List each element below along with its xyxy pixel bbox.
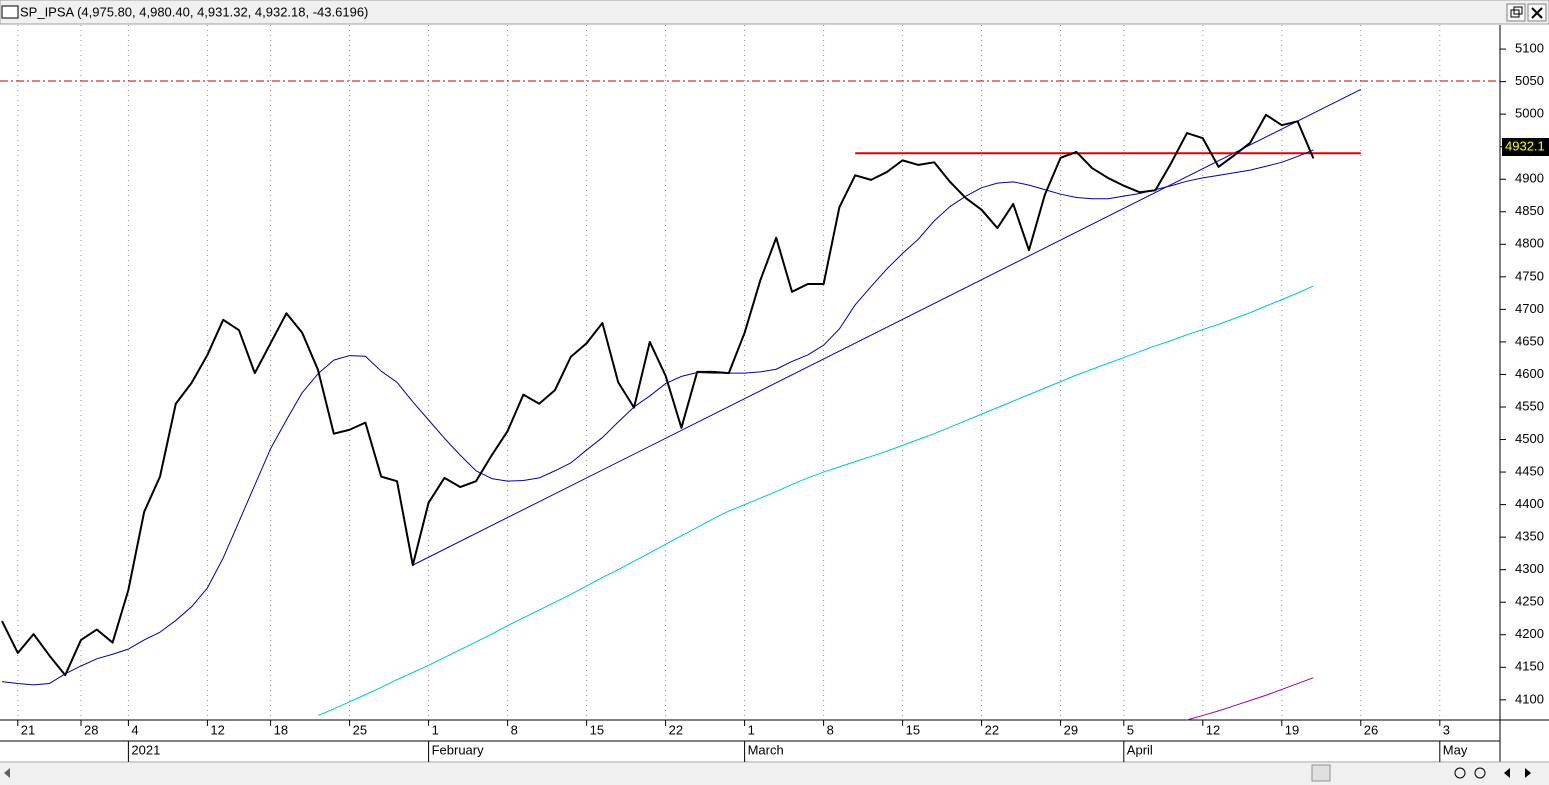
x-tick-label: 26 bbox=[1364, 722, 1378, 737]
y-tick-label: 4800 bbox=[1515, 236, 1544, 251]
restore-button[interactable] bbox=[1506, 3, 1526, 22]
series-line bbox=[1, 113, 1315, 677]
y-tick-label: 4900 bbox=[1515, 171, 1544, 186]
x-tick-label: 15 bbox=[906, 722, 920, 737]
x-tick-label: 22 bbox=[985, 722, 999, 737]
y-tick-label: 4200 bbox=[1515, 626, 1544, 641]
x-tick-label: 22 bbox=[669, 722, 683, 737]
y-tick-label: 5100 bbox=[1515, 41, 1544, 56]
y-tick-label: 4700 bbox=[1515, 301, 1544, 316]
y-tick-label: 4400 bbox=[1515, 496, 1544, 511]
trendline bbox=[412, 88, 1362, 566]
x-tick-label: 1 bbox=[432, 722, 439, 737]
y-tick-label: 4250 bbox=[1515, 594, 1544, 609]
scroll-thumb[interactable] bbox=[1311, 764, 1331, 782]
x-tick-label: 15 bbox=[590, 722, 604, 737]
period-label: February bbox=[432, 742, 485, 757]
x-tick-label: 3 bbox=[1443, 722, 1450, 737]
series-line bbox=[317, 285, 1314, 716]
title-bar bbox=[0, 0, 1549, 25]
period-label: 2021 bbox=[131, 742, 160, 757]
period-label: April bbox=[1127, 742, 1153, 757]
x-tick-label: 12 bbox=[1206, 722, 1220, 737]
x-tick-label: 4 bbox=[131, 722, 138, 737]
zoom-in[interactable] bbox=[1474, 767, 1486, 779]
y-tick-label: 4350 bbox=[1515, 529, 1544, 544]
period-label: May bbox=[1443, 742, 1468, 757]
y-tick-label: 4150 bbox=[1515, 659, 1544, 674]
x-tick-label: 8 bbox=[827, 722, 834, 737]
x-tick-label: 1 bbox=[748, 722, 755, 737]
scroll-left[interactable] bbox=[4, 768, 10, 778]
x-tick-label: 18 bbox=[274, 722, 288, 737]
last-price-label: 4932.1 bbox=[1505, 138, 1545, 153]
series-line bbox=[1186, 677, 1314, 721]
x-tick-label: 29 bbox=[1064, 722, 1078, 737]
y-tick-label: 4450 bbox=[1515, 464, 1544, 479]
scrollbar[interactable] bbox=[0, 763, 1549, 785]
y-tick-label: 5050 bbox=[1515, 73, 1544, 88]
y-tick-label: 4650 bbox=[1515, 333, 1544, 348]
y-tick-label: 4300 bbox=[1515, 561, 1544, 576]
period-label: March bbox=[748, 742, 784, 757]
scroll-buttons[interactable] bbox=[1504, 768, 1531, 778]
x-tick-label: 25 bbox=[353, 722, 367, 737]
y-tick-label: 4600 bbox=[1515, 366, 1544, 381]
y-tick-label: 5000 bbox=[1515, 106, 1544, 121]
x-tick-label: 5 bbox=[1127, 722, 1134, 737]
zoom-out[interactable] bbox=[1454, 767, 1466, 779]
y-tick-label: 4850 bbox=[1515, 203, 1544, 218]
x-tick-label: 19 bbox=[1285, 722, 1299, 737]
y-tick-label: 4100 bbox=[1515, 691, 1544, 706]
last-price-badge bbox=[1502, 138, 1549, 156]
x-tick-label: 28 bbox=[84, 722, 98, 737]
x-tick-label: 21 bbox=[21, 722, 35, 737]
x-tick-label: 12 bbox=[210, 722, 224, 737]
y-tick-label: 4550 bbox=[1515, 398, 1544, 413]
y-tick-label: 4750 bbox=[1515, 268, 1544, 283]
window-icon bbox=[1, 5, 19, 19]
close-button[interactable] bbox=[1527, 3, 1547, 22]
y-tick-label: 4500 bbox=[1515, 431, 1544, 446]
series-line bbox=[1, 149, 1314, 686]
chart-title: SP_IPSA (4,975.80, 4,980.40, 4,931.32, 4… bbox=[20, 4, 368, 19]
x-tick-label: 8 bbox=[511, 722, 518, 737]
